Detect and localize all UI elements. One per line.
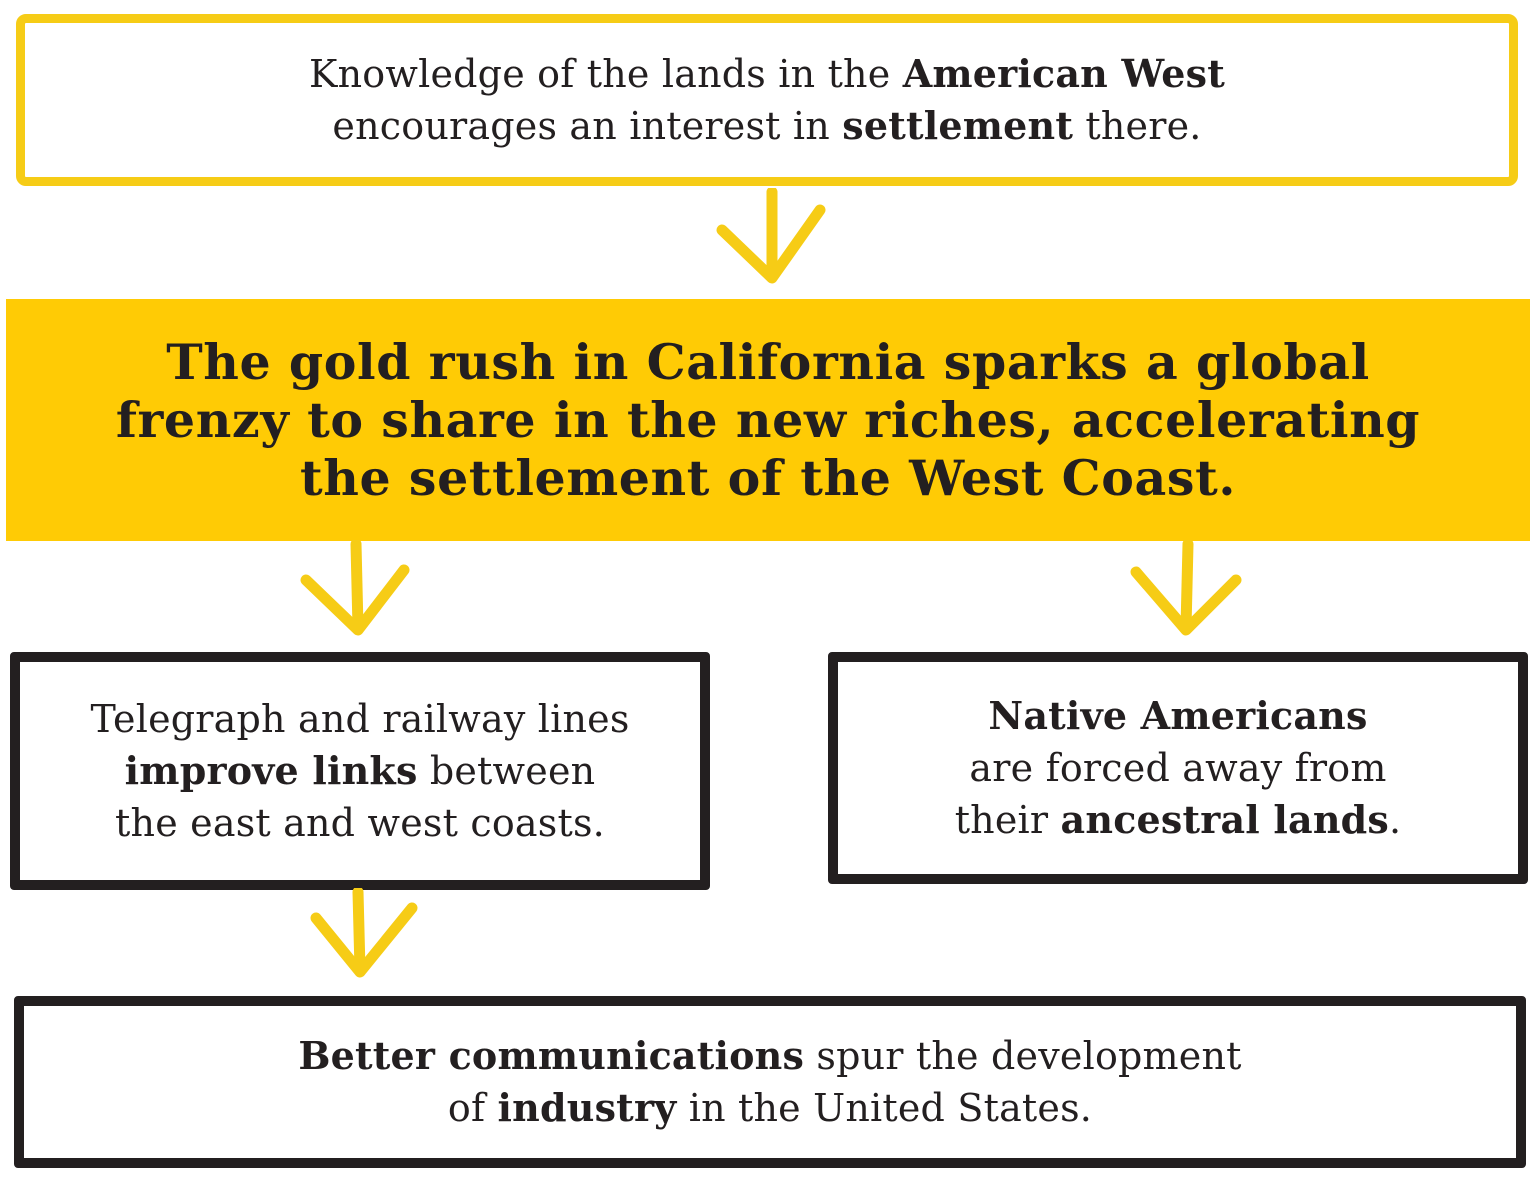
box-industry-development: Better communications spur the developme…	[14, 996, 1526, 1168]
box-text: Knowledge of the lands in the American W…	[309, 48, 1225, 152]
emphasis-text: Better communications	[298, 1033, 805, 1078]
box-american-west-interest: Knowledge of the lands in the American W…	[16, 14, 1518, 186]
emphasis-text: settlement	[842, 103, 1074, 148]
body-text: their	[954, 798, 1061, 842]
body-text: the east and west coasts.	[115, 801, 605, 845]
box-telegraph-railway: Telegraph and railway lines improve links…	[10, 652, 710, 890]
body-text: Telegraph and railway lines	[90, 697, 630, 741]
emphasis-text: The gold rush in California sparks a glo…	[166, 333, 1370, 391]
arrow-down-icon	[1130, 540, 1250, 650]
body-text: spur the development	[804, 1034, 1242, 1078]
box-text: Better communications spur the developme…	[298, 1030, 1241, 1134]
emphasis-text: Native Americans	[988, 693, 1368, 738]
body-text: are forced away from	[969, 746, 1387, 790]
arrow-down-icon	[310, 888, 430, 998]
box-gold-rush: The gold rush in California sparks a glo…	[6, 299, 1530, 541]
body-text: in the United States.	[676, 1086, 1093, 1130]
emphasis-text: frenzy to share in the new riches, accel…	[115, 391, 1421, 449]
emphasis-text: improve links	[124, 748, 418, 793]
arrow-down-icon	[712, 188, 832, 298]
emphasis-text: American West	[902, 51, 1225, 96]
body-text: Knowledge of the lands in the	[309, 52, 903, 96]
box-text: The gold rush in California sparks a glo…	[116, 333, 1420, 507]
body-text: there.	[1073, 104, 1202, 148]
emphasis-text: industry	[497, 1085, 677, 1130]
body-text: .	[1389, 798, 1402, 842]
box-text: Native Americans are forced away from thei…	[955, 690, 1402, 846]
emphasis-text: the settlement of the West Coast.	[300, 449, 1236, 507]
body-text: between	[417, 749, 596, 793]
body-text: of	[447, 1086, 498, 1130]
box-native-americans: Native Americans are forced away from thei…	[828, 652, 1528, 884]
emphasis-text: ancestral lands	[1060, 797, 1390, 842]
body-text: encourages an interest in	[332, 104, 843, 148]
box-text: Telegraph and railway lines improve links…	[90, 693, 629, 849]
arrow-down-icon	[300, 540, 420, 650]
